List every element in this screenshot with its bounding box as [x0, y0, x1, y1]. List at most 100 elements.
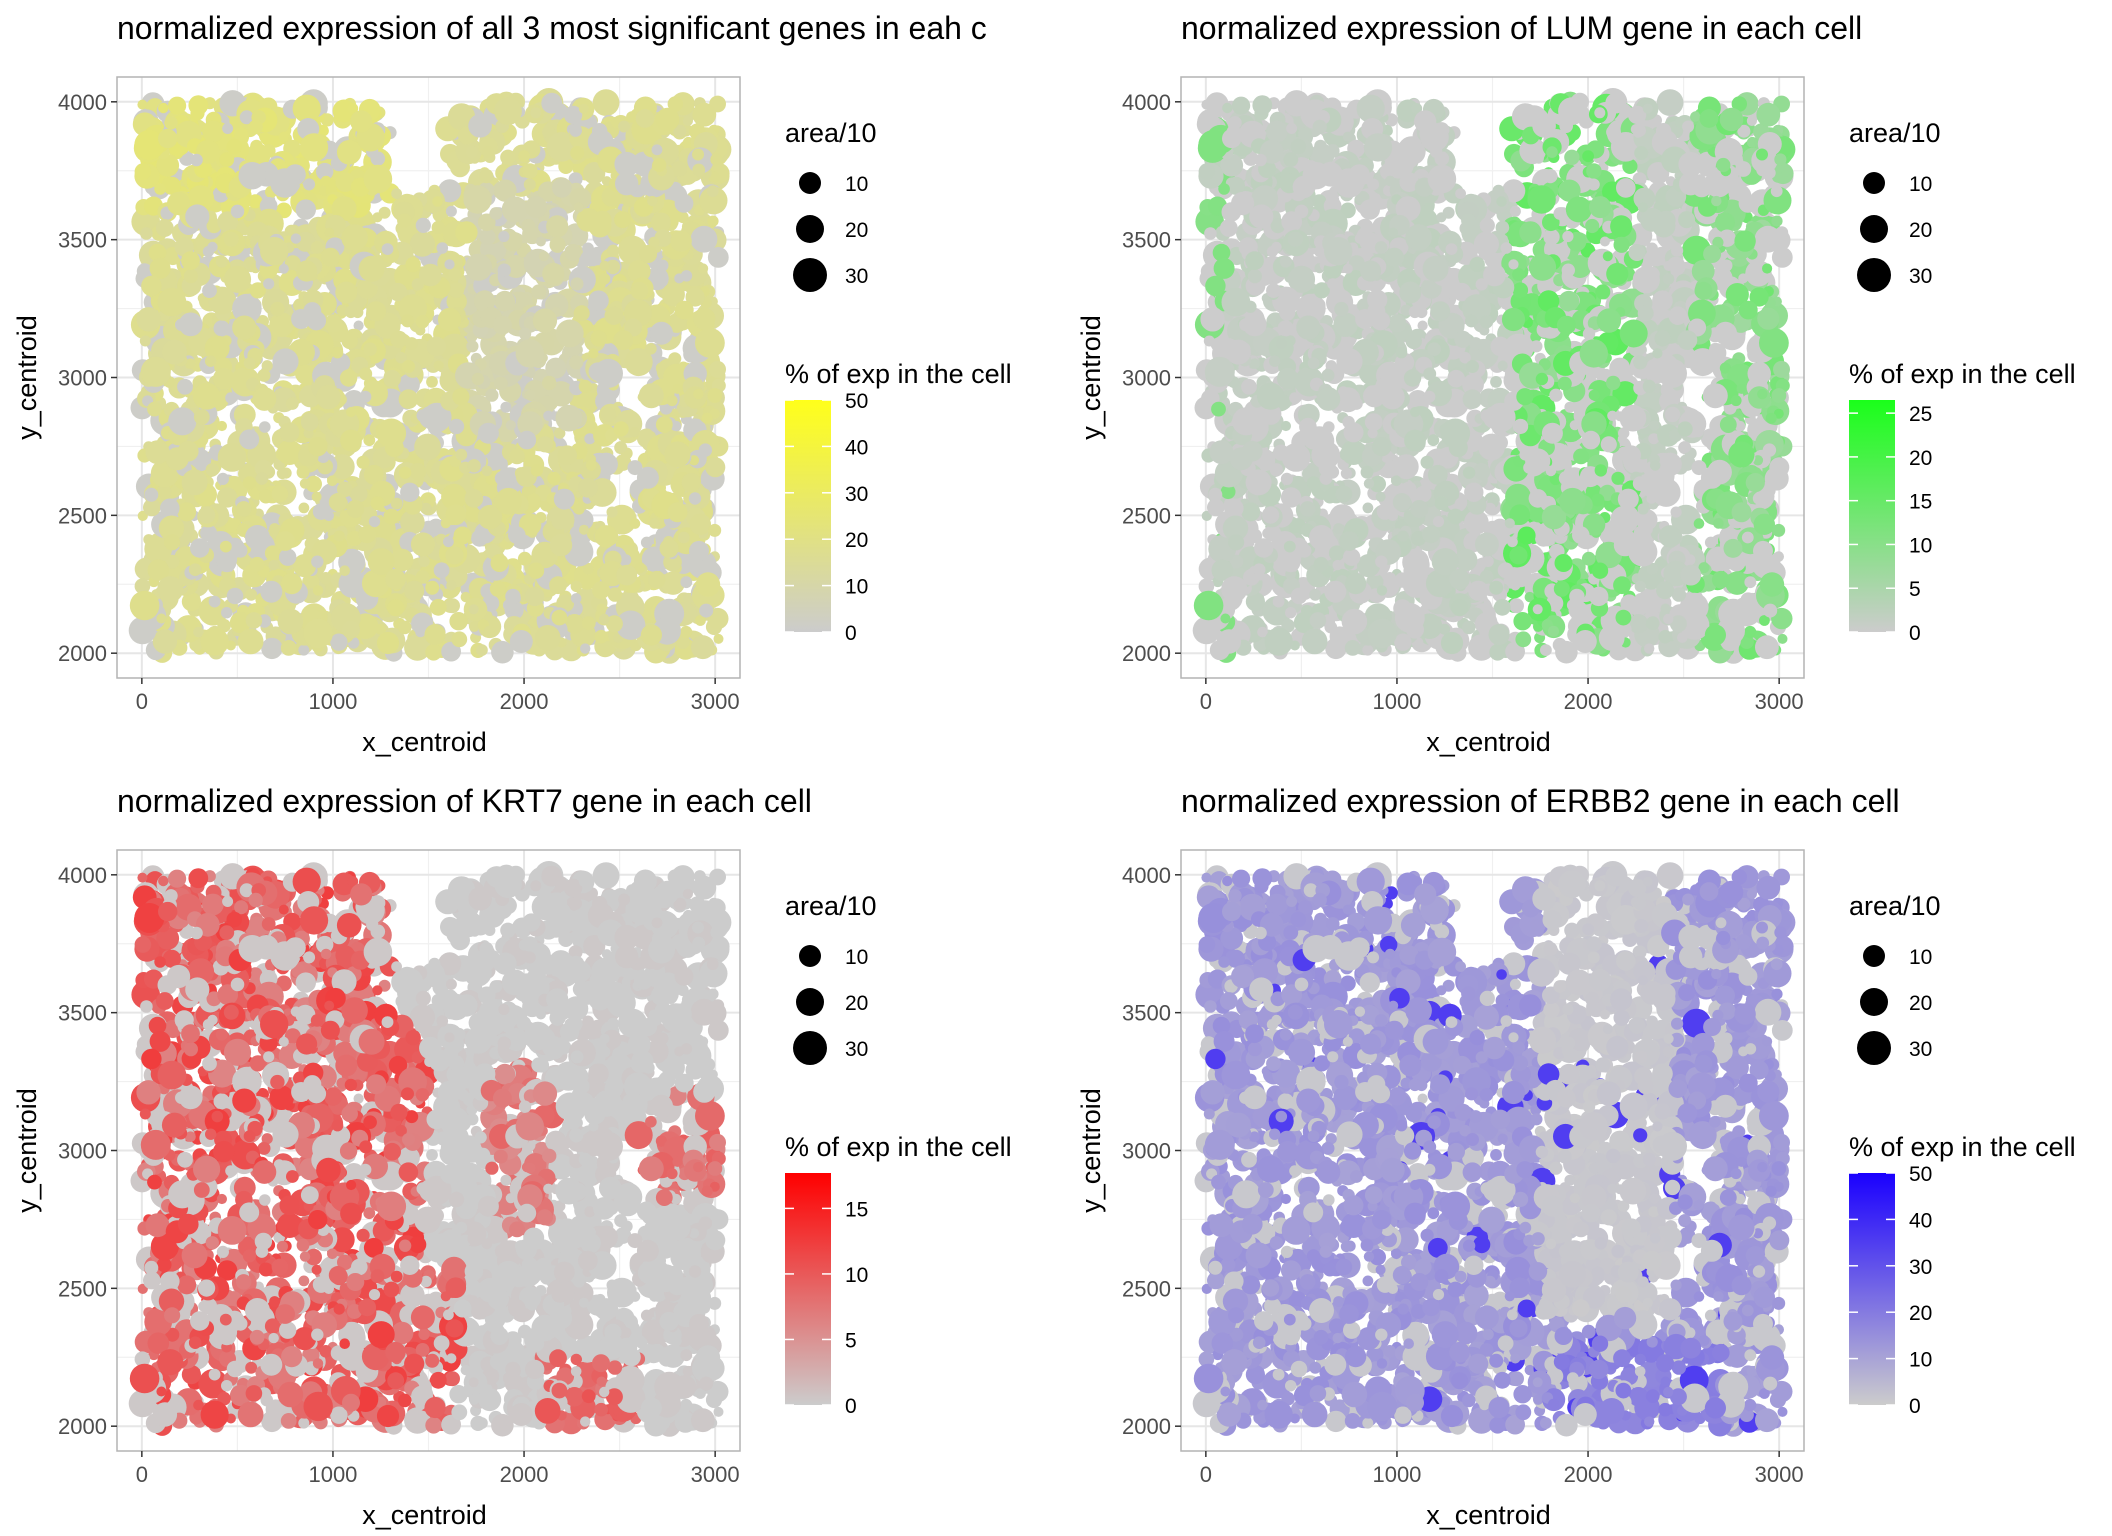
data-point	[363, 342, 377, 357]
data-point	[425, 580, 440, 595]
data-point	[692, 163, 706, 177]
data-point	[554, 427, 566, 439]
data-point	[223, 231, 239, 247]
data-point	[269, 312, 294, 338]
data-point	[213, 367, 235, 390]
data-point	[494, 290, 516, 312]
data-point	[656, 259, 669, 272]
data-point	[400, 482, 420, 502]
data-point	[479, 169, 494, 184]
data-point	[340, 429, 362, 452]
data-point	[387, 599, 405, 617]
data-point	[402, 360, 415, 373]
data-point	[584, 433, 596, 445]
data-point	[344, 305, 358, 319]
data-point	[1322, 489, 1337, 504]
data-point	[615, 172, 639, 196]
y-tick-label: 3500	[58, 228, 107, 253]
data-point	[473, 290, 496, 312]
data-point	[145, 440, 170, 465]
data-point	[390, 330, 408, 348]
data-point	[525, 586, 545, 607]
data-point	[418, 555, 430, 567]
data-point	[162, 176, 181, 195]
data-point	[200, 627, 229, 656]
data-point	[261, 637, 283, 660]
data-point	[543, 410, 554, 421]
data-point	[706, 185, 719, 198]
data-point	[164, 116, 178, 130]
chart-title: normalized expression of all 3 most sign…	[117, 10, 987, 46]
data-point	[335, 281, 358, 304]
data-point	[1635, 509, 1658, 531]
y-tick-label: 3000	[58, 366, 107, 391]
data-point	[515, 339, 544, 368]
data-point	[521, 218, 536, 234]
data-point	[599, 613, 610, 625]
data-point	[674, 194, 694, 213]
data-point	[690, 225, 718, 253]
data-point	[320, 247, 340, 267]
data-point	[546, 132, 577, 162]
data-point	[571, 509, 594, 531]
data-point	[635, 109, 655, 128]
data-point	[181, 592, 201, 612]
data-point	[208, 595, 221, 608]
x-tick-label: 1000	[308, 689, 357, 714]
data-point	[605, 615, 623, 633]
data-point	[249, 282, 266, 299]
size-legend-label: 30	[845, 265, 868, 288]
points	[128, 88, 732, 664]
data-point	[707, 215, 719, 227]
data-point	[530, 107, 542, 119]
data-point	[655, 416, 673, 433]
data-point	[613, 421, 629, 437]
data-point	[243, 357, 256, 370]
data-point	[709, 360, 726, 378]
data-point	[178, 312, 203, 337]
data-point	[553, 488, 575, 510]
data-point	[351, 485, 368, 503]
data-point	[500, 149, 516, 165]
data-point	[1663, 260, 1674, 271]
data-point	[363, 164, 393, 194]
data-point	[465, 146, 478, 158]
data-point	[330, 633, 348, 651]
data-point	[343, 390, 365, 411]
data-point	[440, 518, 451, 529]
data-point	[627, 460, 643, 476]
data-point	[594, 629, 608, 644]
data-point	[1387, 314, 1407, 333]
data-point	[134, 578, 151, 594]
data-point	[1771, 388, 1787, 403]
data-point	[436, 242, 449, 254]
data-point	[445, 598, 460, 614]
data-point	[1746, 592, 1758, 604]
data-point	[471, 372, 485, 386]
data-point	[300, 413, 319, 431]
data-point	[541, 92, 563, 114]
data-point	[319, 572, 333, 585]
chart-title: normalized expression of LUM gene in eac…	[1181, 10, 1862, 46]
data-point	[493, 376, 508, 391]
data-point	[1360, 465, 1374, 479]
data-point	[144, 487, 159, 502]
data-point	[701, 412, 713, 424]
data-point	[157, 576, 184, 603]
data-point	[708, 523, 722, 537]
data-point	[158, 102, 169, 114]
data-point	[223, 265, 252, 293]
data-point	[331, 346, 344, 359]
data-point	[229, 611, 252, 634]
data-point	[353, 320, 364, 331]
data-point	[264, 545, 281, 561]
data-point	[249, 556, 265, 572]
data-point	[129, 590, 160, 621]
y-tick-label: 4000	[58, 90, 107, 115]
data-point	[582, 563, 594, 575]
data-point	[626, 111, 637, 122]
data-point	[158, 515, 185, 541]
data-point	[181, 251, 200, 271]
data-point	[148, 243, 167, 262]
